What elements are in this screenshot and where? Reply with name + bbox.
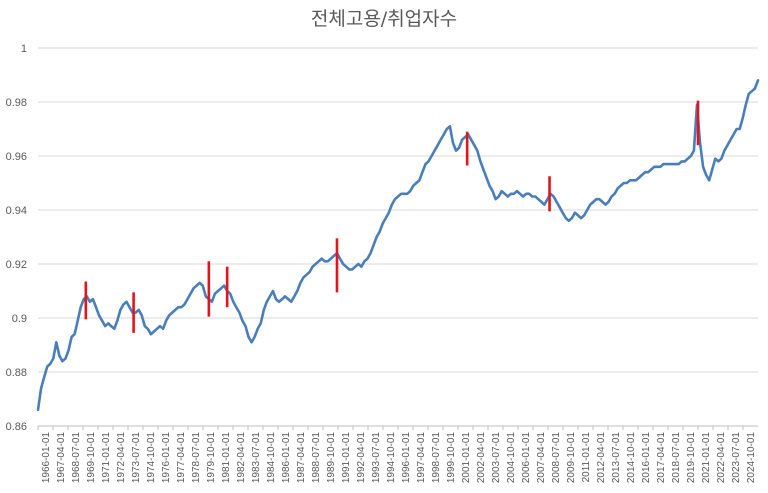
x-tick-label: 1993-07-01 [371,432,382,484]
x-tick-label: 1976-01-01 [161,432,172,484]
chart-title: 전체고용/취업자수 [310,8,458,30]
y-tick-label: 1 [21,43,27,55]
y-tick-label: 0.94 [6,205,27,217]
x-tick-label: 1978-07-01 [191,432,202,484]
x-tick-label: 1982-04-01 [236,432,247,484]
y-tick-label: 0.9 [12,313,27,325]
x-tick-label: 1988-07-01 [311,432,322,484]
y-tick-label: 0.96 [6,151,27,163]
x-tick-label: 1986-01-01 [281,432,292,484]
x-tick-label: 1972-04-01 [116,432,127,484]
x-tick-label: 1974-10-01 [146,432,157,484]
series-layer [36,79,760,412]
x-tick-label: 1968-07-01 [71,432,82,484]
x-tick-label: 1991-01-01 [341,432,352,484]
x-tick-label: 2002-04-01 [476,432,487,484]
recession-markers [84,100,700,333]
x-tick-label: 1969-10-01 [86,432,97,484]
x-tick-label: 2007-04-01 [536,432,547,484]
x-tick-label: 1979-10-01 [206,432,217,484]
x-tick-label: 2014-10-01 [626,432,637,484]
x-tick-label: 2023-07-01 [731,432,742,484]
x-tick-label: 1999-10-01 [446,432,457,484]
x-tick-label: 2017-04-01 [656,432,667,484]
x-tick-label: 2024-10-01 [746,432,757,484]
y-tick-label: 0.92 [6,259,27,271]
x-axis-ticks: 1966-01-01 1967-04-01 1968-07-01 1969-10-01… [37,426,757,484]
x-tick-label: 1992-04-01 [356,432,367,484]
x-tick-label: 2001-01-01 [461,432,472,484]
x-tick-label: 1966-01-01 [41,432,52,484]
x-tick-label: 2018-07-01 [671,432,682,484]
x-tick-label: 2021-01-01 [701,432,712,484]
x-tick-label: 1973-07-01 [131,432,142,484]
y-tick-label: 0.88 [6,367,27,379]
x-tick-label: 1997-04-01 [416,432,427,484]
x-tick-label: 2011-01-01 [581,432,592,483]
x-tick-label: 1984-10-01 [266,432,277,484]
x-tick-label: 1977-04-01 [176,432,187,484]
x-tick-label: 1996-01-01 [401,432,412,484]
x-tick-label: 1981-01-01 [221,432,232,484]
x-tick-label: 1994-10-01 [386,432,397,484]
x-tick-label: 2016-01-01 [641,432,652,484]
x-tick-label: 2008-07-01 [551,432,562,484]
x-tick-label: 1987-04-01 [296,432,307,484]
x-tick-label: 2003-07-01 [491,432,502,484]
x-tick-label: 2013-07-01 [611,432,622,484]
x-tick-label: 2009-10-01 [566,432,577,484]
x-tick-label: 2006-01-01 [521,432,532,484]
series-line [36,79,760,412]
x-tick-label: 2022-04-01 [716,432,727,484]
gridlines [38,47,758,427]
x-tick-label: 2019-10-01 [686,432,697,484]
y-tick-label: 0.98 [6,97,27,109]
x-tick-label: 1998-07-01 [431,432,442,484]
x-tick-label: 1983-07-01 [251,432,262,484]
x-tick-label: 1971-01-01 [101,432,112,484]
x-tick-label: 1967-04-01 [56,432,67,484]
x-tick-label: 2004-10-01 [506,432,517,484]
y-axis-ticks: 0.86 0.88 0.9 0.92 0.94 0.96 0.98 1 [6,43,27,433]
x-tick-label: 2012-04-01 [596,432,607,484]
y-tick-label: 0.86 [6,421,27,433]
x-tick-label: 1989-10-01 [326,432,337,484]
